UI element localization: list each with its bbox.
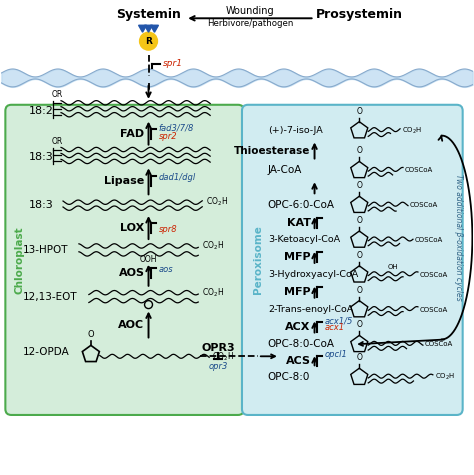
- Text: O: O: [356, 353, 362, 362]
- FancyBboxPatch shape: [242, 105, 463, 415]
- Text: Systemin: Systemin: [116, 8, 181, 21]
- Text: 12,13-EOT: 12,13-EOT: [23, 292, 78, 302]
- Text: COSCoA: COSCoA: [405, 167, 433, 173]
- Text: CO$_2$H: CO$_2$H: [202, 240, 224, 252]
- Text: KAT: KAT: [287, 218, 310, 228]
- Text: Herbivore/pathogen: Herbivore/pathogen: [207, 19, 293, 28]
- Text: spr1: spr1: [163, 58, 182, 67]
- Text: 13-HPOT: 13-HPOT: [23, 245, 69, 255]
- Text: O: O: [356, 107, 362, 116]
- Text: Wounding: Wounding: [226, 6, 274, 16]
- Text: acx1/5: acx1/5: [325, 316, 353, 325]
- Text: ACS: ACS: [285, 356, 310, 366]
- Text: CO$_2$H: CO$_2$H: [435, 372, 455, 382]
- Text: CO$_2$H: CO$_2$H: [206, 196, 228, 209]
- Text: FAD: FAD: [120, 129, 145, 139]
- Text: 2-Trans-enoyl-CoA: 2-Trans-enoyl-CoA: [268, 305, 353, 314]
- Text: COSCoA: COSCoA: [420, 306, 448, 313]
- Text: OH: OH: [388, 264, 398, 270]
- Text: OR: OR: [52, 136, 63, 145]
- Polygon shape: [151, 25, 158, 32]
- Circle shape: [139, 32, 157, 50]
- Text: OPC-8:0-CoA: OPC-8:0-CoA: [268, 339, 335, 350]
- Text: Lipase: Lipase: [104, 176, 145, 186]
- FancyBboxPatch shape: [5, 105, 244, 415]
- Text: CO$_2$H: CO$_2$H: [402, 125, 422, 136]
- Text: O: O: [356, 285, 362, 294]
- Text: O: O: [356, 251, 362, 260]
- Text: aos: aos: [158, 265, 173, 274]
- Text: Two additional β-oxidation cycles: Two additional β-oxidation cycles: [454, 174, 463, 301]
- Text: Prosystemin: Prosystemin: [316, 8, 403, 21]
- Text: O: O: [88, 331, 94, 340]
- Text: OOH: OOH: [140, 256, 157, 265]
- Text: spr2: spr2: [158, 132, 177, 141]
- Text: (+)-7-iso-JA: (+)-7-iso-JA: [268, 126, 323, 135]
- Text: O: O: [356, 321, 362, 330]
- Text: COSCoA: COSCoA: [420, 272, 448, 278]
- Text: O: O: [356, 181, 362, 190]
- Text: R: R: [145, 37, 152, 46]
- Text: OR: OR: [52, 90, 63, 99]
- Text: 3-Ketoacyl-CoA: 3-Ketoacyl-CoA: [268, 236, 340, 245]
- Text: 18:3: 18:3: [29, 200, 54, 210]
- Text: spr8: spr8: [158, 225, 177, 234]
- Text: O: O: [356, 146, 362, 155]
- Text: AOS: AOS: [118, 268, 145, 278]
- Text: COSCoA: COSCoA: [425, 342, 453, 347]
- Text: OPC-8:0: OPC-8:0: [268, 372, 310, 382]
- Text: OPR3: OPR3: [201, 343, 235, 353]
- Text: LOX: LOX: [120, 223, 145, 233]
- Text: 3-Hydroxyacyl-CoA: 3-Hydroxyacyl-CoA: [268, 270, 358, 279]
- Text: CO$_2$H: CO$_2$H: [202, 286, 224, 299]
- Text: dad1/dgl: dad1/dgl: [158, 173, 196, 182]
- Text: Thioesterase: Thioesterase: [234, 145, 310, 155]
- Text: JA-CoA: JA-CoA: [268, 165, 302, 175]
- Text: CO$_2$H: CO$_2$H: [212, 350, 234, 362]
- Text: opr3: opr3: [209, 362, 228, 371]
- Text: 18:2: 18:2: [29, 106, 54, 116]
- Text: 18:3: 18:3: [29, 152, 54, 162]
- Text: 12-OPDA: 12-OPDA: [23, 347, 70, 357]
- Text: COSCoA: COSCoA: [415, 237, 443, 243]
- Text: O: O: [356, 216, 362, 225]
- Text: AOC: AOC: [118, 321, 145, 331]
- Text: fad3/7/8: fad3/7/8: [158, 124, 194, 133]
- Polygon shape: [138, 25, 146, 32]
- Text: acx1: acx1: [325, 323, 345, 332]
- Text: opcl1: opcl1: [325, 350, 347, 359]
- Polygon shape: [145, 25, 153, 32]
- Text: Chloroplast: Chloroplast: [14, 226, 24, 294]
- Text: COSCoA: COSCoA: [410, 202, 438, 208]
- Text: OPC-6:0-CoA: OPC-6:0-CoA: [268, 200, 335, 210]
- Text: MFP: MFP: [284, 252, 310, 262]
- Text: Peroxisome: Peroxisome: [253, 226, 263, 294]
- Text: MFP: MFP: [284, 287, 310, 297]
- Text: ACX: ACX: [285, 322, 310, 332]
